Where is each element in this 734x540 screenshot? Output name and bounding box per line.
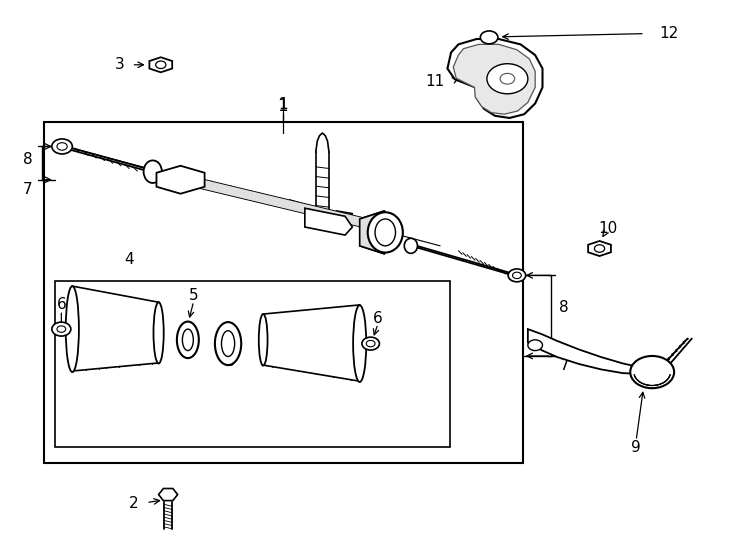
Circle shape [52, 139, 73, 154]
Text: 3: 3 [115, 57, 124, 72]
Polygon shape [264, 305, 360, 381]
Text: 8: 8 [559, 300, 569, 315]
Ellipse shape [153, 302, 164, 363]
Text: 6: 6 [57, 298, 66, 313]
Circle shape [487, 64, 528, 94]
Text: 4: 4 [125, 252, 134, 267]
Text: 6: 6 [373, 311, 383, 326]
Polygon shape [454, 44, 535, 114]
Text: 10: 10 [599, 221, 618, 235]
Text: 5: 5 [225, 354, 235, 369]
Circle shape [500, 73, 515, 84]
Ellipse shape [144, 160, 162, 183]
Circle shape [362, 337, 379, 350]
Polygon shape [159, 489, 178, 501]
Polygon shape [360, 211, 385, 254]
Text: 1: 1 [277, 97, 288, 115]
Text: 7: 7 [559, 358, 569, 373]
Polygon shape [528, 329, 649, 374]
Polygon shape [150, 57, 172, 72]
Text: 5: 5 [189, 288, 198, 303]
Circle shape [52, 322, 71, 336]
Text: 9: 9 [631, 440, 641, 455]
Ellipse shape [259, 314, 268, 366]
Circle shape [57, 326, 66, 332]
Ellipse shape [353, 305, 366, 382]
Circle shape [480, 31, 498, 44]
Polygon shape [448, 39, 542, 118]
Ellipse shape [222, 330, 235, 356]
Polygon shape [188, 176, 367, 228]
Circle shape [631, 356, 674, 388]
Polygon shape [588, 241, 611, 256]
Text: 12: 12 [659, 26, 679, 41]
Text: 2: 2 [129, 496, 139, 511]
Circle shape [528, 340, 542, 350]
Circle shape [512, 272, 521, 279]
Circle shape [595, 245, 605, 252]
Circle shape [366, 340, 375, 347]
Text: 7: 7 [23, 182, 33, 197]
Ellipse shape [368, 212, 403, 253]
Ellipse shape [66, 286, 79, 372]
Ellipse shape [375, 219, 396, 246]
Bar [44, 122, 523, 463]
Polygon shape [305, 208, 352, 235]
Text: 11: 11 [425, 75, 445, 90]
Circle shape [508, 269, 526, 282]
Ellipse shape [182, 329, 193, 350]
Ellipse shape [404, 238, 418, 253]
Text: 1: 1 [278, 97, 288, 112]
Ellipse shape [177, 322, 199, 358]
Circle shape [156, 61, 166, 69]
Bar [55, 281, 450, 447]
Polygon shape [156, 166, 205, 194]
Text: 8: 8 [23, 152, 33, 167]
Circle shape [57, 143, 68, 150]
Polygon shape [73, 286, 159, 371]
Ellipse shape [215, 322, 241, 365]
